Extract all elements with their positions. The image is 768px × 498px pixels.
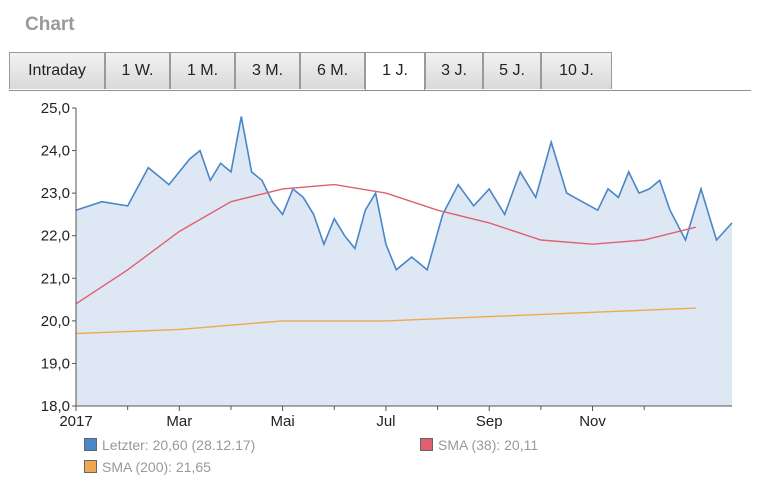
period-tabs: Intraday 1 W. 1 M. 3 M. 6 M. 1 J. 3 J. 5… (9, 52, 751, 91)
y-tick-label: 23,0 (41, 185, 70, 202)
price-area-fill (76, 116, 732, 406)
tab-intraday[interactable]: Intraday (9, 52, 105, 89)
tab-6m[interactable]: 6 M. (300, 52, 365, 89)
y-tick-label: 18,0 (41, 398, 70, 415)
legend-item-sma38: SMA (38): 20,11 (420, 437, 538, 453)
x-tick-label: Nov (579, 413, 606, 430)
legend-item-sma200: SMA (200): 21,65 (84, 459, 211, 475)
legend-label-sma200: SMA (200): 21,65 (102, 459, 211, 475)
legend-label-sma38: SMA (38): 20,11 (438, 437, 539, 453)
legend-swatch-sma38 (420, 438, 433, 451)
series-line-sma200 (75, 307, 696, 335)
tab-5j[interactable]: 5 J. (483, 52, 541, 89)
legend-swatch-sma200 (84, 460, 97, 473)
legend-swatch-last (84, 438, 97, 451)
tab-1j[interactable]: 1 J. (365, 52, 425, 90)
tab-3j[interactable]: 3 J. (425, 52, 483, 89)
y-tick-label: 20,0 (41, 313, 70, 330)
x-tick-label: Jul (376, 413, 395, 430)
y-tick-label: 22,0 (41, 228, 70, 245)
chart-title: Chart (25, 14, 75, 35)
tab-10j[interactable]: 10 J. (541, 52, 612, 89)
x-tick-label: Sep (476, 413, 503, 430)
y-tick-label: 19,0 (41, 355, 70, 372)
y-tick-label: 25,0 (41, 100, 70, 117)
x-tick-label: 2017 (59, 413, 92, 430)
x-tick-label: Mai (271, 413, 295, 430)
y-tick-label: 21,0 (41, 270, 70, 287)
series-line-sma38 (75, 183, 696, 305)
y-tick-label: 24,0 (41, 143, 70, 160)
x-tick-label: Mar (166, 413, 192, 430)
series-line-letzter (75, 116, 733, 272)
legend-label-last: Letzter: 20,60 (28.12.17) (102, 437, 256, 453)
tab-1m[interactable]: 1 M. (170, 52, 235, 89)
tab-1w[interactable]: 1 W. (105, 52, 170, 89)
tab-3m[interactable]: 3 M. (235, 52, 300, 89)
legend-item-last: Letzter: 20,60 (28.12.17) (84, 437, 255, 453)
